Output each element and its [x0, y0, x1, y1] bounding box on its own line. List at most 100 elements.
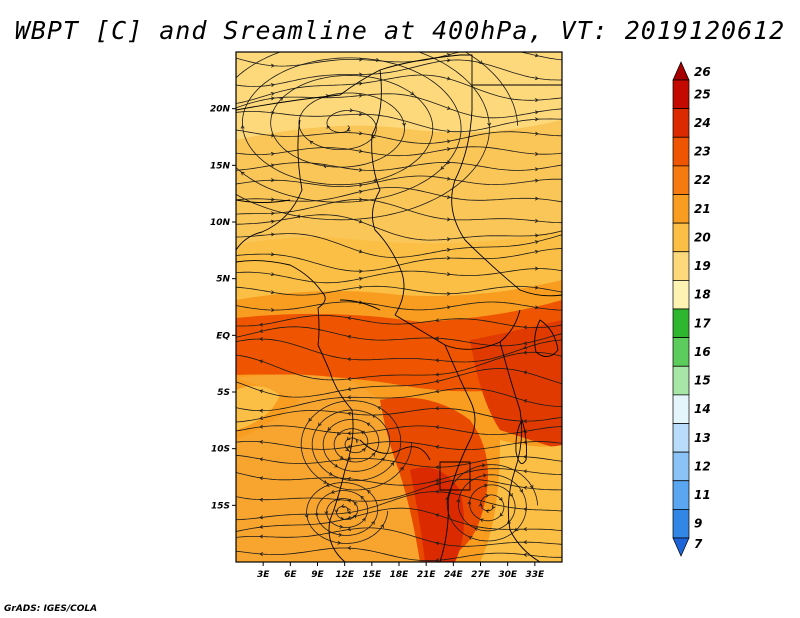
streamline-arrow [270, 83, 275, 88]
streamline-arrow [339, 455, 344, 460]
streamline-arrow [347, 476, 352, 481]
lon-tick-label: 12E [335, 570, 355, 580]
streamline-arrow [446, 272, 451, 277]
streamline-arrow [523, 341, 528, 346]
streamline-arrow [346, 127, 351, 132]
colorbar-label: 7 [694, 537, 703, 551]
streamline-arrow [435, 406, 439, 411]
colorbar-swatch [672, 280, 690, 310]
colorbar-swatch [672, 79, 690, 109]
colorbar-label: 14 [694, 402, 711, 416]
streamline-arrow [360, 430, 365, 435]
streamline-arrow [338, 532, 343, 537]
colorbar-label: 21 [694, 202, 711, 216]
streamline-arrow [447, 291, 451, 296]
streamline [236, 478, 562, 502]
streamline [236, 407, 562, 423]
streamline-arrow [259, 359, 264, 364]
streamline-arrow [327, 427, 332, 432]
streamline-arrow [347, 376, 352, 381]
streamline-arrow [523, 429, 528, 434]
streamline-arrow [359, 269, 363, 274]
streamline-arrow [535, 266, 539, 271]
streamline-arrow [435, 318, 440, 323]
streamline [236, 175, 562, 187]
streamline-arrow [435, 481, 440, 486]
lon-tick-label: 6E [284, 570, 297, 580]
colorbar-swatch [672, 423, 690, 453]
streamline [236, 268, 562, 284]
colorbar-label: 12 [694, 459, 711, 473]
streamline [236, 315, 562, 329]
streamline-arrow [446, 247, 451, 252]
streamline-arrow [270, 232, 275, 237]
streamline-arrow [296, 214, 301, 219]
streamline [236, 146, 562, 157]
streamline-arrow [326, 124, 331, 129]
streamline-arrow [523, 325, 528, 330]
streamline-arrow [435, 358, 440, 363]
lon-tick-label: 18E [390, 570, 410, 580]
streamline-arrow [535, 152, 539, 157]
streamline-arrow [259, 457, 264, 462]
streamline-arrow [509, 493, 513, 497]
colorbar-swatch [672, 394, 690, 424]
streamline-arrow [535, 117, 539, 122]
colorbar-swatch [672, 136, 690, 167]
streamline-arrow [435, 445, 440, 450]
streamline-arrow [534, 218, 539, 223]
colorbar-label: 16 [694, 345, 711, 359]
streamline-arrow [534, 233, 539, 238]
streamline-arrow [523, 345, 528, 350]
colorbar: 26 25 24 23 22 21 20 19 18 17 16 15 14 13 12 11 9 7 [672, 61, 711, 557]
streamline-arrow [347, 357, 352, 362]
streamline-arrow [529, 484, 534, 489]
streamline-arrow [481, 463, 486, 468]
streamline-arrow [435, 389, 440, 394]
streamline-arrow [362, 517, 366, 522]
colorbar-swatch [672, 308, 690, 338]
colorbar-label: 22 [694, 173, 711, 187]
streamline-arrow [271, 63, 275, 68]
map-title: WBPT [C] and Sreamline at 400hPa, VT: 20… [14, 16, 786, 45]
streamline-arrow [499, 512, 504, 517]
lon-tick-label: 15E [362, 570, 382, 580]
streamline-arrow [446, 106, 451, 110]
streamline-arrow [347, 411, 352, 416]
streamline [236, 199, 562, 224]
streamline [236, 351, 562, 381]
streamline-arrow [330, 489, 335, 494]
streamline-arrow [534, 131, 539, 136]
streamline-arrow [328, 471, 333, 476]
streamline-arrow [523, 399, 528, 403]
streamline-arrow [259, 336, 263, 341]
country-borders [236, 54, 562, 562]
streamline-arrow [446, 237, 451, 242]
streamline-arrow [304, 514, 309, 519]
streamline [236, 326, 562, 347]
streamline-arrow [259, 408, 263, 413]
streamline-arrow [347, 456, 352, 461]
streamline [236, 454, 562, 468]
streamline [236, 214, 562, 241]
streamline-arrow [446, 147, 451, 152]
streamline-arrow [279, 97, 284, 101]
streamline-arrow [347, 431, 351, 436]
lat-tick-label: 15N [210, 161, 231, 171]
lon-tick-label: 30E [498, 570, 518, 580]
streamline-arrow [240, 171, 245, 176]
streamline-arrow [366, 490, 371, 494]
streamline-arrow [259, 515, 264, 520]
streamline-arrow [259, 424, 264, 429]
streamline-arrow [259, 524, 264, 529]
streamline-arrow [534, 76, 539, 81]
streamline-arrow [447, 58, 451, 63]
streamline-arrow [484, 483, 488, 488]
streamline-arrow [337, 540, 342, 545]
lon-tick-label: 24E [444, 570, 464, 580]
streamline-arrow [534, 249, 539, 254]
streamline [236, 368, 562, 398]
streamline-arrow [485, 509, 490, 514]
streamline-arrow [349, 108, 354, 113]
colorbar-label: 26 [694, 65, 711, 79]
